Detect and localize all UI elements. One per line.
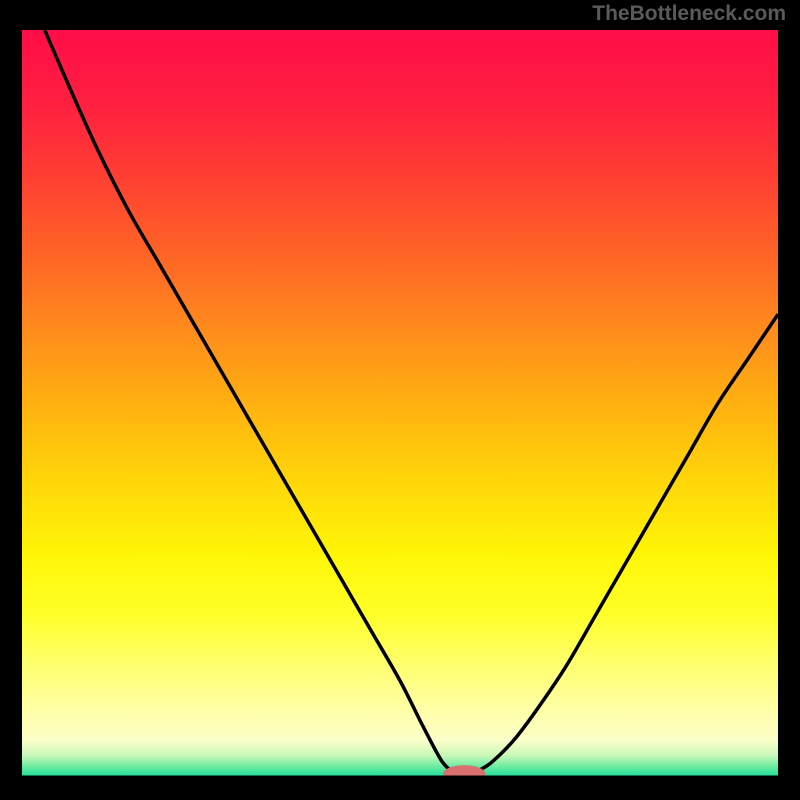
bottleneck-curve-chart	[22, 30, 778, 778]
chart-container	[22, 30, 778, 778]
watermark-text: TheBottleneck.com	[592, 2, 786, 26]
chart-background	[22, 30, 778, 778]
